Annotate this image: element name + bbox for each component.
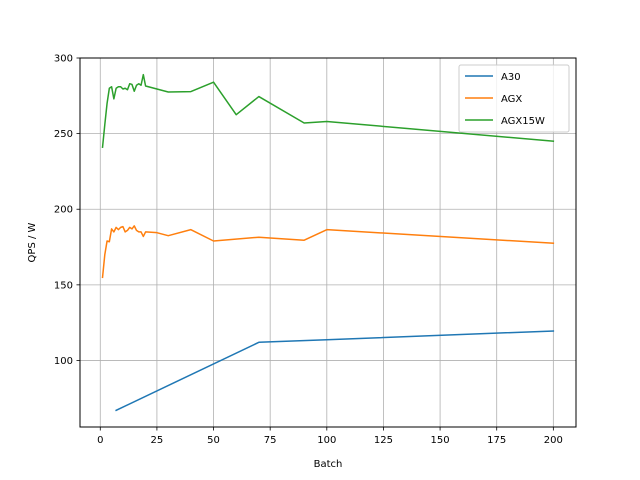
x-tick-label: 125 [374, 435, 393, 446]
y-tick-label: 250 [54, 129, 73, 140]
series-lines [101, 73, 555, 412]
x-tick-label: 75 [264, 435, 277, 446]
legend-box [458, 64, 570, 133]
x-tick-label: 200 [544, 435, 563, 446]
x-axis-label: Batch [314, 459, 343, 470]
y-axis-label: QPS / W [27, 222, 38, 262]
y-tick-label: 150 [54, 280, 73, 291]
series-line-a30 [115, 330, 555, 412]
x-tick-label: 25 [151, 435, 164, 446]
plot-frame [79, 57, 577, 428]
x-tick-label: 175 [487, 435, 506, 446]
series-line-agx [101, 225, 555, 279]
legend-label-agx15w: AGX15W [501, 116, 545, 127]
legend-label-agx: AGX [501, 94, 522, 105]
legend-label-a30: A30 [501, 72, 521, 83]
x-tick-label: 50 [207, 435, 220, 446]
legend: A30 AGX AGX15W [458, 64, 570, 133]
x-tick-label: 0 [97, 435, 103, 446]
x-tick-label: 100 [317, 435, 336, 446]
series-line-agx15w [101, 73, 555, 149]
x-tick-label: 150 [431, 435, 450, 446]
y-tick-label: 200 [54, 205, 73, 216]
y-tick-label: 300 [54, 54, 73, 65]
axis-ticks: 0 25 50 75 100 125 150 175 200 100 150 200 250 300 [54, 54, 563, 447]
y-tick-label: 100 [54, 356, 73, 367]
